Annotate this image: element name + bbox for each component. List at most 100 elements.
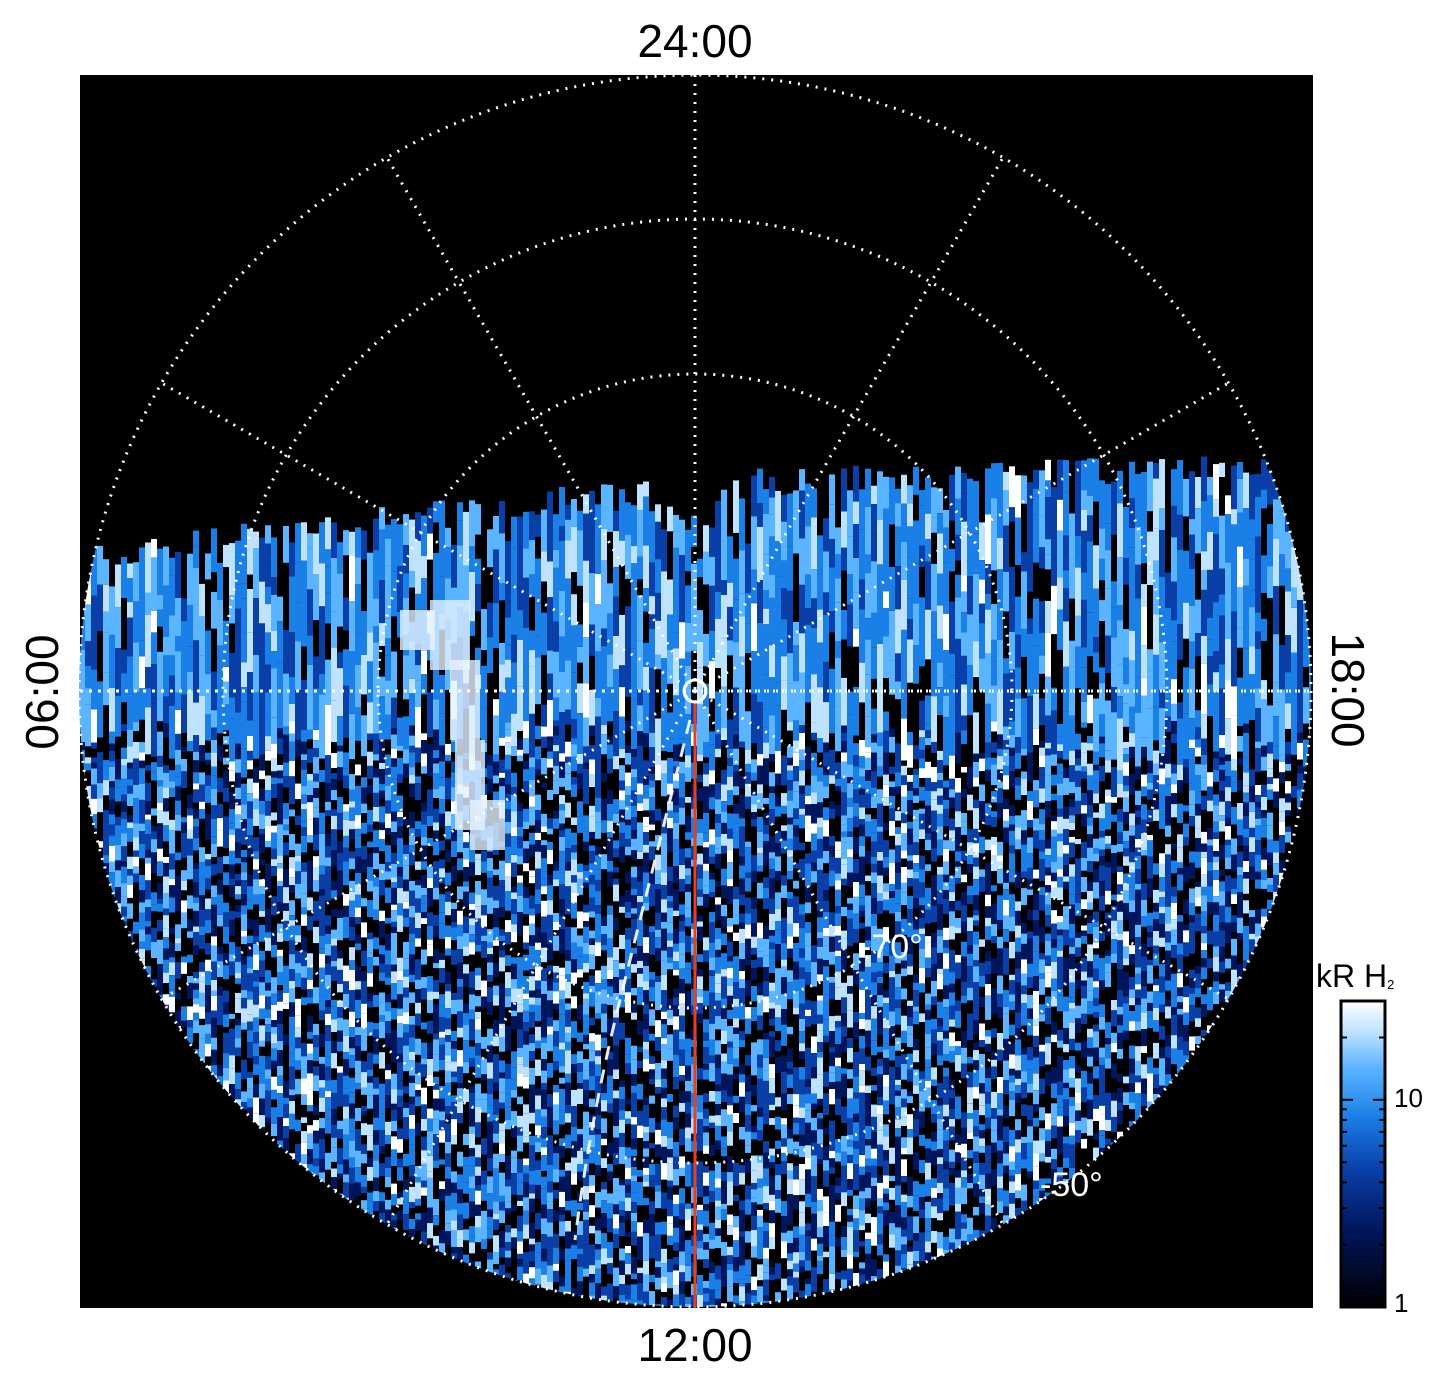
emission-cell <box>697 853 703 865</box>
emission-cell <box>685 917 691 927</box>
emission-cell <box>541 916 547 933</box>
emission-cell <box>205 752 211 760</box>
emission-cell <box>211 974 217 981</box>
emission-cell <box>541 1255 547 1262</box>
emission-cell <box>253 1064 259 1075</box>
emission-cell <box>193 983 199 990</box>
emission-cell <box>445 1070 451 1083</box>
emission-cell <box>115 564 121 608</box>
emission-cell <box>601 725 607 734</box>
emission-cell <box>679 787 685 798</box>
emission-cell <box>643 760 649 777</box>
emission-cell <box>607 905 613 915</box>
emission-cell <box>649 846 655 861</box>
emission-cell <box>463 886 469 892</box>
emission-cell <box>619 1099 625 1111</box>
emission-cell <box>385 964 391 978</box>
emission-cell <box>433 552 439 596</box>
emission-cell <box>673 1016 679 1030</box>
emission-cell <box>703 1233 709 1243</box>
emission-cell <box>343 804 349 812</box>
emission-cell <box>715 823 721 837</box>
emission-cell <box>451 801 457 814</box>
emission-cell <box>529 870 535 877</box>
emission-cell <box>715 983 721 994</box>
emission-cell <box>415 1013 421 1026</box>
emission-cell <box>583 560 589 603</box>
emission-cell <box>631 546 637 564</box>
emission-cell <box>403 1061 409 1072</box>
emission-cell <box>145 749 151 755</box>
emission-cell <box>703 1281 709 1288</box>
emission-cell <box>517 1182 523 1196</box>
emission-cell <box>283 910 289 921</box>
emission-cell <box>559 487 565 527</box>
emission-cell <box>175 750 181 765</box>
emission-cell <box>565 1009 571 1027</box>
emission-cell <box>271 930 277 945</box>
emission-cell <box>157 731 163 748</box>
emission-cell <box>97 723 103 738</box>
emission-cell <box>151 852 157 865</box>
emission-cell <box>661 571 667 620</box>
emission-cell <box>511 516 517 549</box>
emission-cell <box>145 667 151 689</box>
emission-cell <box>631 895 637 909</box>
emission-cell <box>187 838 193 856</box>
emission-cell <box>283 781 289 788</box>
emission-cell <box>175 552 181 598</box>
emission-cell <box>397 817 403 827</box>
emission-cell <box>121 673 127 703</box>
emission-cell <box>439 994 445 1006</box>
emission-cell <box>79 729 85 743</box>
emission-cell <box>427 1207 433 1224</box>
emission-cell <box>289 761 295 777</box>
emission-cell <box>115 607 121 649</box>
emission-cell <box>385 1033 391 1048</box>
emission-cell <box>631 1138 637 1150</box>
emission-cell <box>667 940 673 947</box>
emission-cell <box>505 722 511 730</box>
emission-cell <box>583 912 589 922</box>
emission-cell <box>229 829 235 835</box>
emission-cell <box>571 1021 577 1038</box>
emission-cell <box>565 974 571 982</box>
emission-cell <box>337 958 343 970</box>
emission-cell <box>703 1259 709 1268</box>
emission-cell <box>697 889 703 897</box>
emission-cell <box>313 1075 319 1091</box>
emission-cell <box>517 749 523 756</box>
emission-cell <box>385 1021 391 1034</box>
emission-cell <box>613 1190 619 1205</box>
emission-cell <box>289 677 295 704</box>
emission-cell <box>487 1259 493 1276</box>
emission-cell <box>349 531 355 556</box>
emission-cell <box>577 1235 583 1244</box>
emission-cell <box>709 1222 715 1240</box>
emission-cell <box>577 1004 583 1020</box>
emission-cell <box>493 908 499 917</box>
emission-cell <box>187 872 193 880</box>
emission-cell <box>145 765 151 771</box>
emission-cell <box>337 1000 343 1008</box>
emission-cell <box>481 1074 487 1081</box>
emission-cell <box>283 842 289 856</box>
emission-cell <box>499 983 505 993</box>
emission-cell <box>415 968 421 980</box>
emission-cell <box>169 770 175 782</box>
emission-cell <box>247 848 253 858</box>
emission-cell <box>91 784 97 799</box>
emission-cell <box>157 939 163 950</box>
emission-cell <box>589 1041 595 1051</box>
emission-cell <box>199 862 205 879</box>
emission-cell <box>703 706 709 743</box>
emission-cell <box>535 1213 541 1230</box>
emission-cell <box>469 925 475 935</box>
emission-cell <box>343 1148 349 1160</box>
emission-cell <box>685 935 691 953</box>
emission-cell <box>535 832 541 841</box>
emission-cell <box>649 787 655 798</box>
emission-cell <box>175 598 181 636</box>
emission-cell <box>547 1150 553 1165</box>
emission-cell <box>631 749 637 757</box>
